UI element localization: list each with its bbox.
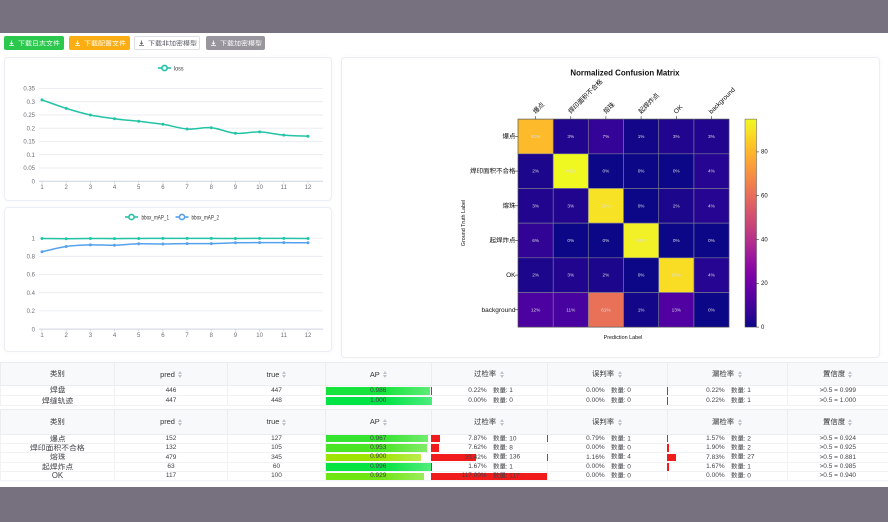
svg-text:Normalized Confusion Matrix: Normalized Confusion Matrix [570, 69, 680, 78]
svg-text:5: 5 [137, 185, 141, 191]
svg-text:3%: 3% [567, 203, 574, 208]
svg-text:0: 0 [761, 325, 765, 331]
svg-text:0.3: 0.3 [27, 100, 36, 106]
svg-text:1: 1 [40, 185, 44, 191]
svg-text:5: 5 [137, 333, 141, 339]
svg-text:7%: 7% [603, 134, 610, 139]
svg-text:bbox_mAP_1: bbox_mAP_1 [142, 214, 170, 221]
svg-text:8: 8 [210, 333, 214, 339]
svg-text:10: 10 [256, 185, 263, 191]
svg-text:3%: 3% [673, 134, 680, 139]
svg-text:40: 40 [761, 237, 768, 243]
svg-text:bbox_mAP_2: bbox_mAP_2 [192, 214, 220, 221]
svg-text:0%: 0% [603, 169, 610, 174]
svg-text:80: 80 [761, 150, 768, 156]
svg-text:1%: 1% [638, 307, 645, 312]
svg-text:4: 4 [113, 333, 117, 339]
svg-text:20: 20 [761, 281, 768, 287]
svg-text:0.15: 0.15 [23, 140, 35, 146]
svg-text:1: 1 [32, 236, 36, 242]
svg-text:0%: 0% [673, 238, 680, 243]
svg-text:0.05: 0.05 [23, 166, 35, 172]
svg-text:12: 12 [305, 185, 312, 191]
svg-text:6%: 6% [532, 238, 539, 243]
svg-text:81%: 81% [531, 134, 540, 139]
svg-text:0.2: 0.2 [27, 126, 36, 132]
svg-text:2: 2 [65, 185, 69, 191]
svg-text:6: 6 [161, 333, 165, 339]
svg-text:0%: 0% [708, 307, 715, 312]
svg-text:61%: 61% [601, 307, 610, 312]
svg-text:0%: 0% [673, 169, 680, 174]
svg-text:0.4: 0.4 [27, 291, 36, 297]
svg-text:13%: 13% [672, 307, 681, 312]
svg-text:12%: 12% [531, 307, 540, 312]
svg-text:background: background [482, 307, 516, 314]
svg-text:9: 9 [234, 333, 238, 339]
svg-text:0%: 0% [638, 203, 645, 208]
svg-text:6: 6 [161, 185, 165, 191]
svg-text:0.2: 0.2 [27, 309, 36, 315]
svg-text:2%: 2% [603, 273, 610, 278]
svg-text:11: 11 [281, 333, 288, 339]
svg-text:3%: 3% [567, 134, 574, 139]
svg-text:95%: 95% [566, 169, 575, 174]
svg-text:0.35: 0.35 [23, 87, 35, 93]
svg-text:4: 4 [113, 185, 117, 191]
svg-text:1: 1 [40, 333, 44, 339]
svg-text:background: background [708, 86, 737, 115]
svg-text:93%: 93% [636, 238, 645, 243]
svg-text:4%: 4% [708, 273, 715, 278]
svg-text:OK: OK [673, 103, 685, 115]
svg-text:7: 7 [185, 185, 189, 191]
svg-text:3: 3 [89, 333, 93, 339]
svg-text:Ground Truth Label: Ground Truth Label [461, 200, 467, 246]
svg-text:2%: 2% [532, 169, 539, 174]
svg-text:3%: 3% [708, 134, 715, 139]
svg-text:12: 12 [305, 333, 312, 339]
svg-text:1%: 1% [638, 134, 645, 139]
svg-text:7: 7 [185, 333, 189, 339]
svg-text:loss: loss [174, 65, 184, 72]
svg-text:0.6: 0.6 [27, 273, 36, 279]
svg-text:3%: 3% [532, 203, 539, 208]
svg-text:0.1: 0.1 [27, 153, 36, 159]
svg-text:3: 3 [89, 185, 93, 191]
svg-text:0%: 0% [603, 238, 610, 243]
svg-text:8: 8 [210, 185, 214, 191]
svg-text:10: 10 [256, 333, 263, 339]
svg-text:89%: 89% [672, 273, 681, 278]
svg-text:60: 60 [761, 194, 768, 200]
svg-text:0: 0 [32, 179, 36, 185]
svg-text:0: 0 [32, 327, 36, 333]
svg-text:0%: 0% [638, 169, 645, 174]
svg-text:0.8: 0.8 [27, 255, 36, 261]
svg-text:11: 11 [281, 185, 288, 191]
svg-text:4%: 4% [708, 169, 715, 174]
svg-text:Prediction Label: Prediction Label [604, 335, 643, 341]
svg-text:4%: 4% [708, 203, 715, 208]
svg-text:9: 9 [234, 185, 238, 191]
svg-text:OK: OK [506, 272, 516, 279]
svg-text:90%: 90% [601, 203, 610, 208]
svg-text:0%: 0% [567, 238, 574, 243]
svg-text:2%: 2% [673, 203, 680, 208]
svg-text:3%: 3% [567, 273, 574, 278]
svg-text:0%: 0% [708, 238, 715, 243]
svg-text:0.25: 0.25 [23, 113, 35, 119]
svg-text:2%: 2% [532, 273, 539, 278]
svg-text:2: 2 [65, 333, 69, 339]
svg-text:0%: 0% [638, 273, 645, 278]
svg-text:11%: 11% [566, 307, 575, 312]
